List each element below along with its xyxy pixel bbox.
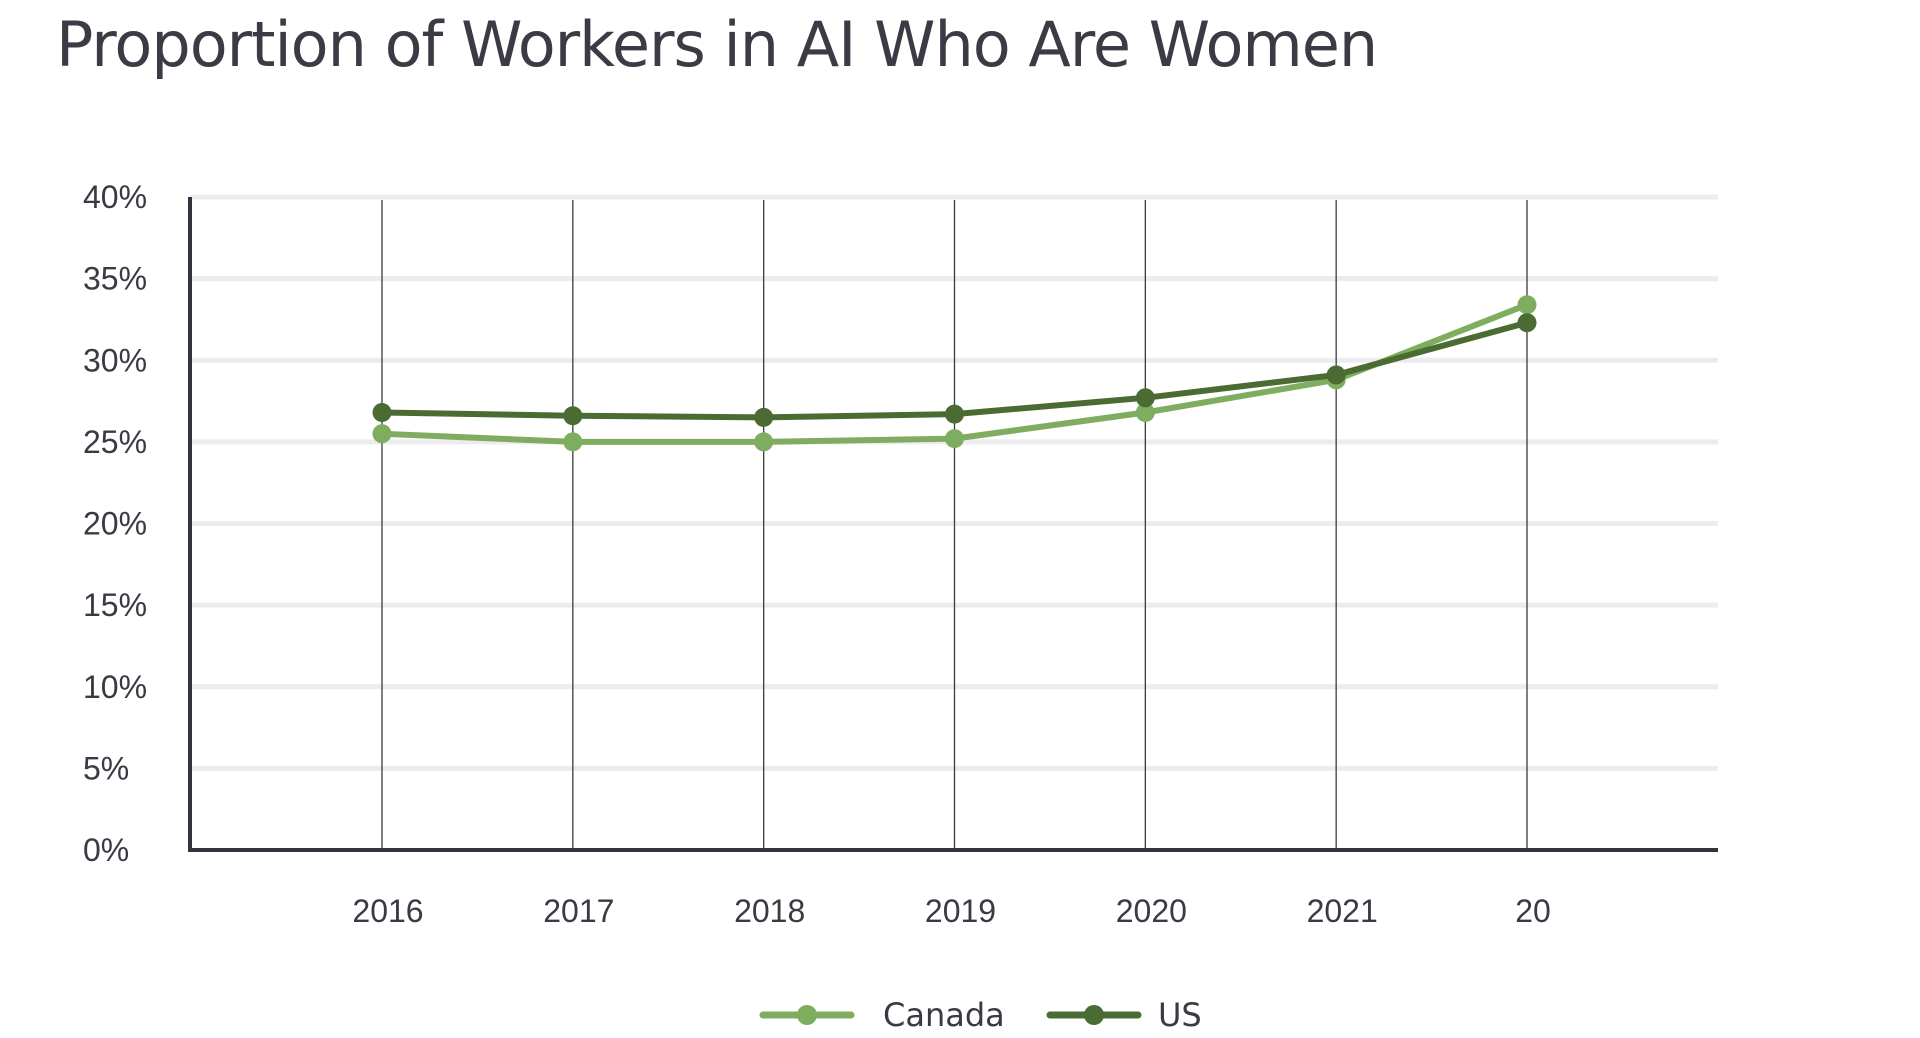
- data-point: [563, 406, 583, 426]
- data-point: [754, 407, 774, 427]
- data-point: [563, 432, 583, 452]
- legend: Canada US: [759, 996, 1202, 1034]
- data-point: [945, 429, 964, 449]
- x-tick-label: 2016: [352, 893, 423, 929]
- legend-swatch-marker: [1084, 1005, 1104, 1025]
- legend-item-us: US: [1046, 996, 1202, 1034]
- y-tick-label: 35%: [83, 261, 147, 297]
- y-tick-label: 0%: [83, 832, 129, 868]
- x-tick-label: 2018: [734, 893, 805, 929]
- y-tick-label: 15%: [83, 587, 147, 623]
- data-point: [1135, 388, 1155, 408]
- series-us: [372, 313, 1537, 427]
- x-tick-label: 2019: [925, 893, 996, 929]
- y-tick-label: 10%: [83, 669, 147, 705]
- legend-swatch-marker: [797, 1005, 817, 1025]
- data-point: [1326, 365, 1346, 385]
- chart-title: Proportion of Workers in AI Who Are Wome…: [56, 8, 1378, 81]
- x-category-lines: [381, 200, 1528, 850]
- y-tick-label: 5%: [83, 750, 129, 786]
- legend-label: US: [1158, 996, 1202, 1034]
- y-tick-label: 25%: [83, 424, 147, 460]
- x-tick-label: 2020: [1116, 893, 1187, 929]
- data-point: [1517, 295, 1537, 315]
- x-axis-tick-labels: 2016 2017 2018 2019 2020 2021 20: [352, 893, 1550, 929]
- x-tick-label: 20: [1515, 893, 1551, 929]
- y-axis-tick-labels: 0% 5% 10% 15% 20% 25% 30% 35% 40%: [83, 179, 147, 868]
- x-tick-label: 2017: [543, 893, 614, 929]
- legend-item-canada: Canada: [759, 996, 1005, 1034]
- data-point: [945, 404, 964, 424]
- legend-label: Canada: [883, 996, 1005, 1034]
- y-tick-label: 20%: [83, 506, 147, 542]
- data-point: [754, 432, 774, 452]
- data-point: [372, 402, 392, 422]
- data-point: [1135, 402, 1155, 422]
- x-tick-label: 2021: [1307, 893, 1378, 929]
- data-point: [372, 424, 392, 444]
- y-tick-label: 40%: [83, 179, 147, 215]
- data-point: [1517, 313, 1537, 333]
- y-tick-label: 30%: [83, 342, 147, 378]
